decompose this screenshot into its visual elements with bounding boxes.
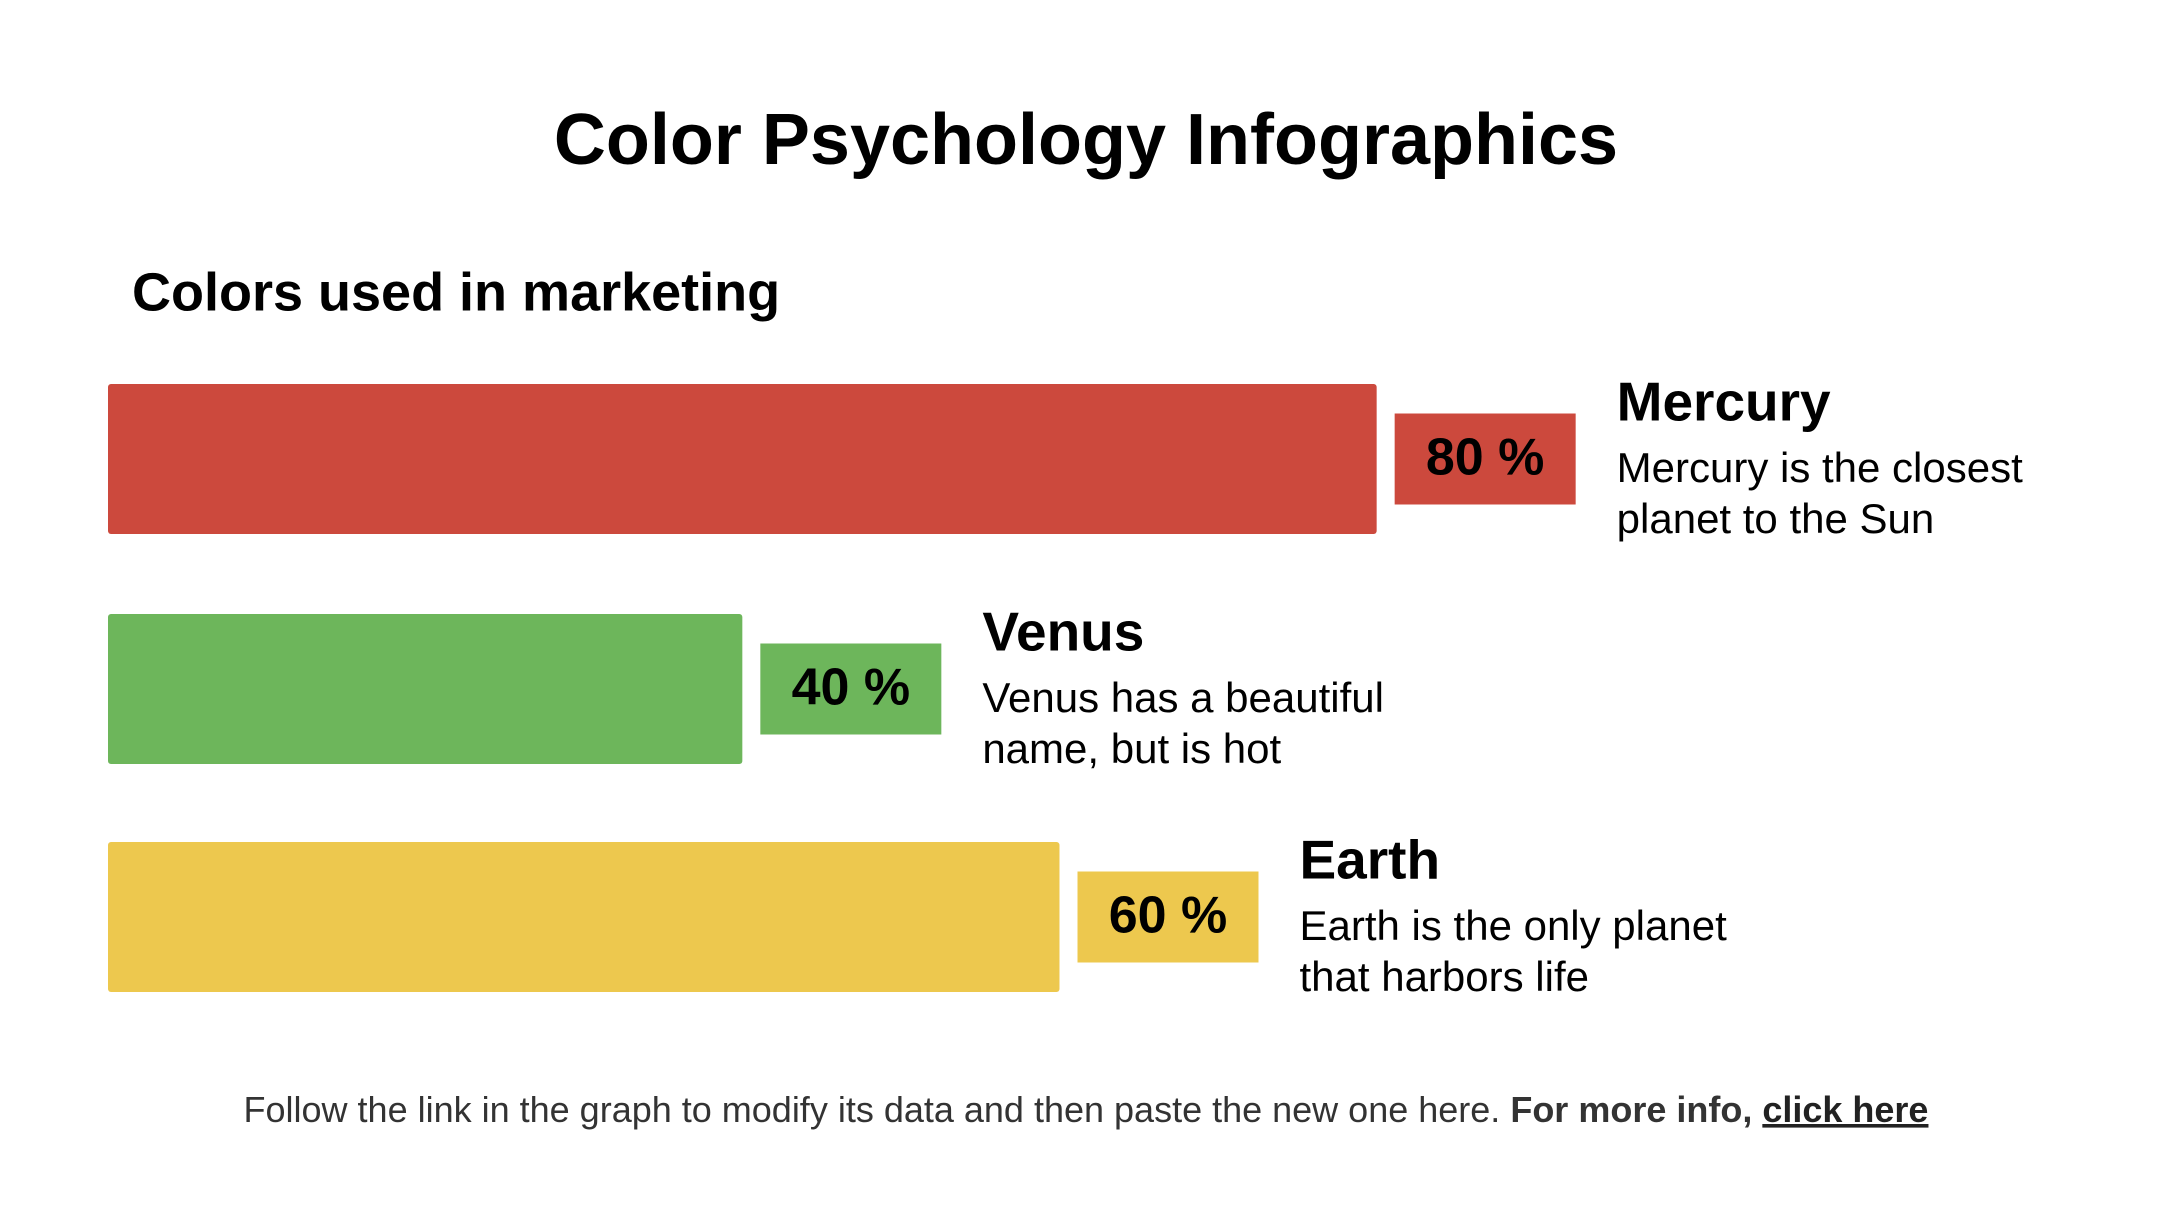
description: Venus has a beautiful <box>982 674 1384 721</box>
value-label: 40 % <box>792 659 911 717</box>
value-label-box <box>760 643 942 735</box>
value-label: 60 % <box>1109 887 1228 945</box>
footer-text: Follow the link in the graph to modify i… <box>244 1089 1501 1130</box>
bar <box>108 842 1060 992</box>
description: Mercury is the closest <box>1617 444 2023 491</box>
value-label-box <box>1394 413 1576 505</box>
footer-link[interactable]: click here <box>1762 1089 1928 1130</box>
value-label-box <box>1077 871 1259 963</box>
footer: Follow the link in the graph to modify i… <box>244 1089 1929 1130</box>
category-label: Venus <box>982 601 1144 663</box>
description: Earth is the only planet <box>1299 902 1727 949</box>
title: Color Psychology Infographics <box>554 100 1618 180</box>
category-label: Earth <box>1299 829 1440 891</box>
value-label: 80 % <box>1426 429 1545 487</box>
subtitle: Colors used in marketing <box>132 262 780 322</box>
category-label: Mercury <box>1617 371 1831 433</box>
bar <box>108 614 743 764</box>
description: that harbors life <box>1299 953 1589 1000</box>
description: planet to the Sun <box>1617 495 1935 542</box>
bar <box>108 384 1377 534</box>
description: name, but is hot <box>982 725 1281 772</box>
footer-bold: For more info, <box>1510 1089 1752 1130</box>
